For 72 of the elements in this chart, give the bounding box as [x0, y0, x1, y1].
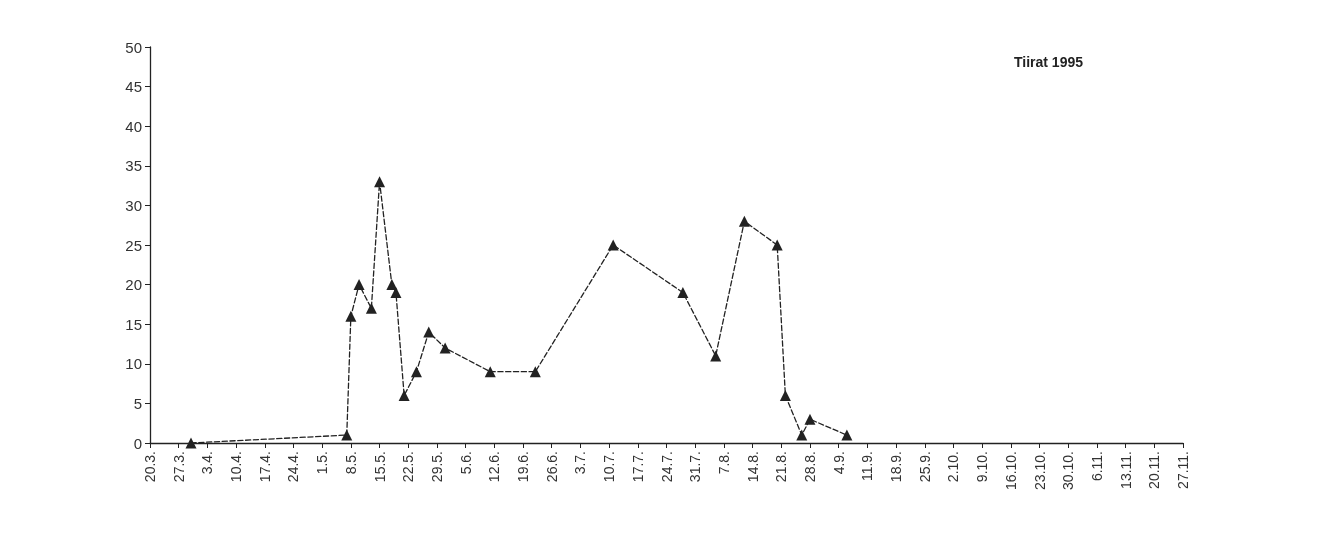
- x-tick-label: 29.5.: [428, 451, 445, 483]
- x-tick-label: 7.8.: [715, 451, 732, 475]
- x-tick-label: 10.4.: [228, 451, 245, 483]
- point: [341, 429, 353, 441]
- x-tick-label: 26.6.: [543, 451, 560, 483]
- x-tick-label: 5.6.: [457, 451, 474, 475]
- point: [353, 279, 365, 291]
- y-tick-label: 40: [125, 117, 142, 135]
- x-tick-label: 11.9.: [859, 451, 876, 482]
- point: [771, 239, 783, 251]
- x-tick-label: 19.6.: [515, 451, 532, 483]
- y-tick-label: 35: [125, 157, 142, 175]
- x-tick-label: 28.8.: [801, 451, 818, 483]
- x-tick-label: 13.11.: [1117, 451, 1134, 489]
- y-tick-label: 15: [125, 315, 142, 333]
- x-tick-label: 16.10.: [1002, 451, 1019, 490]
- x-tick-label: 17.4.: [256, 451, 273, 483]
- point: [439, 342, 451, 354]
- point: [390, 287, 402, 299]
- x-tick-label: 22.5.: [400, 451, 417, 483]
- x-tick-label: 4.9.: [830, 451, 847, 475]
- x-tick-label: 9.10.: [974, 451, 991, 483]
- point: [398, 389, 410, 401]
- x-tick-label: 8.5.: [342, 451, 359, 475]
- point: [677, 287, 689, 299]
- x-tick-label: 30.10.: [1060, 451, 1077, 490]
- x-tick-label: 20.3.: [142, 451, 158, 483]
- x-tick-label: 25.9.: [916, 451, 933, 483]
- y-tick-label: 20: [125, 276, 142, 294]
- point: [804, 413, 816, 425]
- point: [779, 389, 791, 401]
- x-tick-label: 3.7.: [572, 451, 589, 475]
- x-tick-label: 20.11.: [1146, 451, 1163, 489]
- x-tick-label: 12.6.: [486, 451, 503, 483]
- x-tick-label: 1.5.: [314, 451, 331, 475]
- point: [365, 302, 377, 314]
- point: [345, 310, 357, 322]
- point: [386, 279, 398, 291]
- x-tick-label: 24.7.: [658, 451, 675, 483]
- x-tick-label: 31.7.: [687, 451, 704, 483]
- x-tick-label: 6.11.: [1088, 451, 1105, 482]
- y-tick-label: 50: [125, 38, 142, 56]
- x-tick-label: 10.7.: [601, 451, 618, 483]
- x-tick-label: 2.10.: [945, 451, 962, 483]
- point: [185, 437, 197, 449]
- point: [841, 429, 853, 441]
- x-tick-label: 14.8.: [744, 451, 761, 483]
- point: [374, 176, 386, 188]
- y-tick-label: 25: [125, 236, 142, 254]
- x-tick-label: 3.4.: [199, 451, 216, 475]
- point: [410, 366, 422, 378]
- point: [710, 350, 722, 362]
- point: [484, 366, 496, 378]
- y-tick-label: 5: [133, 394, 142, 412]
- y-tick-label: 45: [125, 78, 142, 96]
- point: [529, 366, 541, 378]
- x-tick-label: 27.11.: [1175, 451, 1191, 489]
- point: [607, 239, 619, 251]
- point: [738, 215, 750, 227]
- point: [423, 326, 435, 338]
- text: Tiirat 1995: [1013, 54, 1084, 70]
- x-tick-label: 23.10.: [1031, 451, 1048, 490]
- x-tick-label: 24.4.: [285, 451, 302, 483]
- y-tick-label: 30: [125, 196, 142, 214]
- point: [796, 429, 808, 441]
- x-tick-label: 15.5.: [371, 451, 388, 483]
- y-tick-label: 10: [125, 355, 142, 373]
- x-tick-label: 21.8.: [773, 451, 790, 483]
- x-tick-label: 27.3.: [170, 451, 187, 483]
- y-tick-label: 0: [133, 434, 142, 452]
- x-tick-label: 17.7.: [629, 451, 646, 483]
- x-tick-label: 18.9.: [888, 451, 905, 483]
